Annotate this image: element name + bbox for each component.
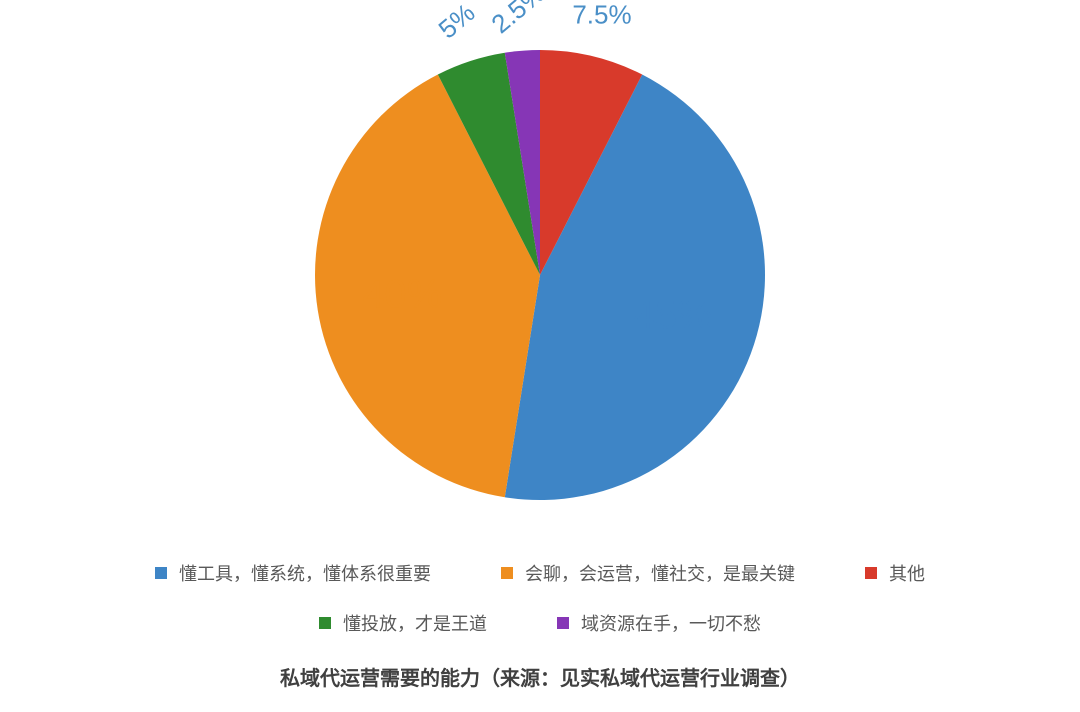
legend-swatch bbox=[501, 567, 513, 579]
legend-row: 懂投放，才是王道 域资源在手，一切不愁 bbox=[0, 610, 1080, 636]
legend-label: 其他 bbox=[889, 560, 925, 586]
legend: 懂工具，懂系统，懂体系很重要 会聊，会运营，懂社交，是最关键 其他懂投放，才是王道 域… bbox=[0, 560, 1080, 648]
legend-item: 域资源在手，一切不愁 bbox=[557, 610, 761, 636]
legend-item: 会聊，会运营，懂社交，是最关键 bbox=[501, 560, 795, 586]
legend-label: 懂投放，才是王道 bbox=[343, 610, 487, 636]
legend-label: 会聊，会运营，懂社交，是最关键 bbox=[525, 560, 795, 586]
legend-swatch bbox=[319, 617, 331, 629]
legend-item: 其他 bbox=[865, 560, 925, 586]
legend-row: 懂工具，懂系统，懂体系很重要 会聊，会运营，懂社交，是最关键 其他 bbox=[0, 560, 1080, 586]
slice-label: 40% bbox=[362, 272, 442, 316]
legend-item: 懂投放，才是王道 bbox=[319, 610, 487, 636]
legend-swatch bbox=[865, 567, 877, 579]
legend-swatch bbox=[155, 567, 167, 579]
chart-container: 45% 40% 5%2.5% 7.5% 懂工具，懂系统，懂体系很重要 会聊，会运营，懂社… bbox=[0, 0, 1080, 712]
slice-label: 45% bbox=[633, 294, 713, 338]
legend-label: 域资源在手，一切不愁 bbox=[581, 610, 761, 636]
chart-caption: 私域代运营需要的能力（来源：见实私域代运营行业调查） bbox=[0, 662, 1080, 691]
legend-item: 懂工具，懂系统，懂体系很重要 bbox=[155, 560, 431, 586]
slice-label: 2.5% bbox=[485, 0, 550, 39]
slice-label: 7.5% bbox=[572, 0, 631, 30]
legend-swatch bbox=[557, 617, 569, 629]
legend-label: 懂工具，懂系统，懂体系很重要 bbox=[179, 560, 431, 586]
slice-label: 5% bbox=[433, 0, 481, 44]
